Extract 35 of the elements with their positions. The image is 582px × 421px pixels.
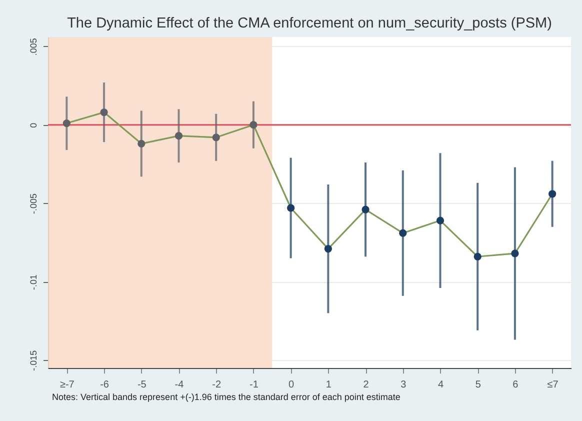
x-tick-label: 5 — [475, 380, 482, 390]
x-tick-label: 0 — [288, 380, 295, 390]
y-tick-label: -.01 — [28, 274, 38, 290]
x-tick-label: -4 — [174, 380, 184, 390]
x-tick-label: -2 — [212, 380, 222, 390]
point — [548, 190, 556, 198]
y-tick-label: -.005 — [28, 194, 38, 214]
text: Notes: Vertical bands represent +(-)1.96 times the standard error of each point estimate — [52, 392, 400, 402]
x-tick-label: -6 — [100, 380, 110, 390]
point — [62, 119, 70, 128]
x-tick-label: 6 — [512, 380, 519, 390]
x-tick-label: 3 — [400, 380, 407, 390]
y-tick-label: 0 — [28, 122, 38, 128]
point — [174, 132, 183, 140]
point — [250, 121, 258, 129]
point — [324, 244, 332, 253]
point — [287, 204, 295, 212]
point — [100, 108, 108, 116]
point — [436, 216, 444, 224]
x-tick-label: 1 — [326, 380, 332, 390]
point — [399, 229, 407, 237]
y-tick-label: .005 — [28, 38, 38, 56]
x-tick-label: 2 — [363, 380, 370, 390]
x-tick-label: ≤7 — [547, 380, 559, 390]
x-tick-label: ≥-7 — [60, 380, 75, 390]
x-tick-label: -5 — [137, 380, 147, 390]
point — [511, 250, 519, 258]
x-tick-label: -1 — [250, 380, 259, 390]
point — [362, 206, 370, 214]
chart-title: The Dynamic Effect of the CMA enforcement on num_security_posts (PSM) — [67, 16, 552, 32]
point — [212, 134, 220, 142]
point — [138, 140, 146, 148]
y-tick-label: -.015 — [28, 350, 38, 371]
point — [474, 252, 482, 260]
x-tick-label: 4 — [438, 380, 444, 390]
